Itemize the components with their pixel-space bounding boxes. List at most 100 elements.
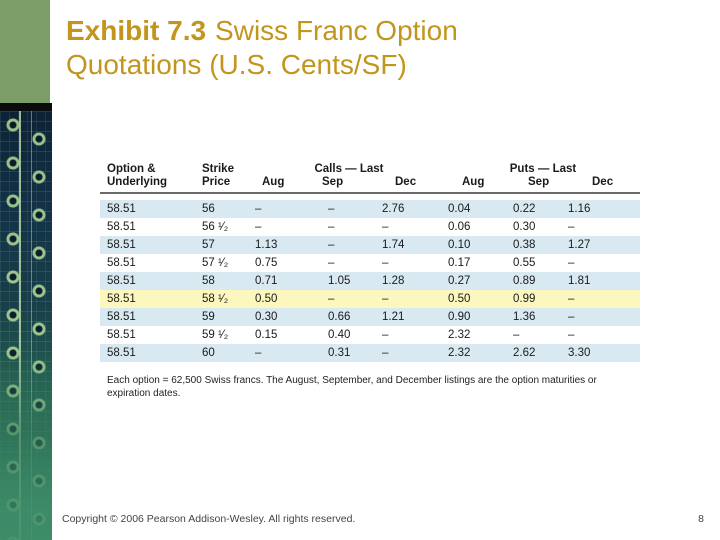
cell-put-aug: 0.10 (448, 239, 471, 251)
header-option-underlying-line1: Option & (107, 163, 156, 175)
cell-put-sep: – (513, 329, 520, 341)
table-row-highlighted: 58.51 58 ¹⁄₂ 0.50 – – 0.50 0.99 – (100, 290, 640, 308)
table-row: 58.51 56 – – 2.76 0.04 0.22 1.16 (100, 200, 640, 218)
table-header: Option & Strike Calls — Last Puts — Last… (100, 163, 640, 194)
cell-strike: 59 ¹⁄₂ (202, 329, 229, 341)
cell-call-dec: – (382, 293, 389, 305)
cell-put-dec: 1.27 (568, 239, 591, 251)
header-calls-dec: Dec (395, 176, 417, 188)
copyright-notice: Copyright © 2006 Pearson Addison-Wesley.… (62, 513, 356, 525)
cell-put-dec: – (568, 311, 575, 323)
cell-call-aug: 0.30 (255, 311, 278, 323)
cell-call-sep: – (328, 293, 335, 305)
cell-call-aug: – (255, 347, 262, 359)
cell-strike: 57 ¹⁄₂ (202, 257, 229, 269)
header-strike-line2: Price (202, 176, 231, 188)
cell-put-sep: 0.22 (513, 203, 536, 215)
cell-put-aug: 0.50 (448, 293, 471, 305)
cell-call-sep: 0.66 (328, 311, 351, 323)
cell-call-dec: – (382, 221, 389, 233)
cell-put-sep: 0.99 (513, 293, 536, 305)
cell-put-sep: 0.55 (513, 257, 536, 269)
cell-call-aug: 0.15 (255, 329, 278, 341)
cell-put-dec: – (568, 293, 575, 305)
header-strike-line1: Strike (202, 163, 234, 175)
cell-put-dec: – (568, 329, 575, 341)
cell-strike: 58 (202, 275, 215, 287)
cell-call-aug: – (255, 221, 262, 233)
table-row: 58.51 60 – 0.31 – 2.32 2.62 3.30 (100, 344, 640, 362)
cell-strike: 56 (202, 203, 215, 215)
cell-call-sep: – (328, 203, 335, 215)
cell-call-dec: 1.21 (382, 311, 405, 323)
cell-put-sep: 1.36 (513, 311, 536, 323)
cell-strike: 58 ¹⁄₂ (202, 293, 229, 305)
table-header-row-1: Option & Strike Calls — Last Puts — Last (100, 163, 640, 176)
cell-strike: 57 (202, 239, 215, 251)
table-row: 58.51 57 ¹⁄₂ 0.75 – – 0.17 0.55 – (100, 254, 640, 272)
slide-title-text: Swiss Franc Option Quotations (U.S. Cent… (66, 15, 458, 80)
cell-call-dec: – (382, 329, 389, 341)
cell-strike: 59 (202, 311, 215, 323)
header-puts-sep: Sep (528, 176, 550, 188)
cell-underlying: 58.51 (107, 221, 136, 233)
cell-call-dec: 1.74 (382, 239, 405, 251)
cell-put-aug: 0.06 (448, 221, 471, 233)
cell-put-dec: 1.81 (568, 275, 591, 287)
cell-put-dec: 1.16 (568, 203, 591, 215)
page-number: 8 (698, 513, 704, 525)
cell-put-sep: 0.30 (513, 221, 536, 233)
cell-call-aug: 1.13 (255, 239, 278, 251)
cell-call-sep: 0.40 (328, 329, 351, 341)
cell-underlying: 58.51 (107, 275, 136, 287)
cell-underlying: 58.51 (107, 239, 136, 251)
cell-put-sep: 0.38 (513, 239, 536, 251)
table-row: 58.51 59 ¹⁄₂ 0.15 0.40 – 2.32 – – (100, 326, 640, 344)
slide-title-exhibit-number: Exhibit 7.3 (66, 15, 207, 46)
cell-call-aug: 0.50 (255, 293, 278, 305)
cell-call-sep: – (328, 221, 335, 233)
cell-put-aug: 2.32 (448, 347, 471, 359)
cell-underlying: 58.51 (107, 203, 136, 215)
cell-put-aug: 0.90 (448, 311, 471, 323)
cell-call-sep: – (328, 257, 335, 269)
cell-call-sep: 0.31 (328, 347, 351, 359)
table-row: 58.51 58 0.71 1.05 1.28 0.27 0.89 1.81 (100, 272, 640, 290)
black-divider-bar (0, 103, 52, 111)
cell-call-dec: 2.76 (382, 203, 405, 215)
table-row: 58.51 59 0.30 0.66 1.21 0.90 1.36 – (100, 308, 640, 326)
header-calls-aug: Aug (262, 176, 285, 188)
cell-call-dec: – (382, 257, 389, 269)
cell-call-dec: – (382, 347, 389, 359)
option-quotations-table: Option & Strike Calls — Last Puts — Last… (100, 163, 640, 400)
header-puts-dec: Dec (592, 176, 614, 188)
green-accent-block (0, 0, 50, 103)
cell-put-dec: – (568, 257, 575, 269)
header-calls-group: Calls — Last (314, 163, 384, 175)
header-option-underlying-line2: Underlying (107, 176, 168, 188)
cell-strike: 60 (202, 347, 215, 359)
cell-call-aug: 0.71 (255, 275, 278, 287)
cell-underlying: 58.51 (107, 347, 136, 359)
cell-underlying: 58.51 (107, 257, 136, 269)
table-row: 58.51 56 ¹⁄₂ – – – 0.06 0.30 – (100, 218, 640, 236)
cell-put-aug: 0.27 (448, 275, 471, 287)
cell-put-dec: – (568, 221, 575, 233)
cell-put-aug: 0.04 (448, 203, 471, 215)
table-body: 58.51 56 – – 2.76 0.04 0.22 1.16 58.51 5… (100, 200, 640, 362)
slide-title: Exhibit 7.3 Swiss Franc Option Quotations… (66, 14, 586, 82)
cell-put-dec: 3.30 (568, 347, 591, 359)
table-row: 58.51 57 1.13 – 1.74 0.10 0.38 1.27 (100, 236, 640, 254)
table-footnote: Each option = 62,500 Swiss francs. The A… (107, 375, 597, 399)
cell-call-aug: – (255, 203, 262, 215)
cell-put-sep: 0.89 (513, 275, 536, 287)
header-puts-group: Puts — Last (509, 163, 577, 175)
decorative-sidebar (0, 0, 52, 540)
cell-call-sep: – (328, 239, 335, 251)
cell-put-aug: 0.17 (448, 257, 471, 269)
cell-underlying: 58.51 (107, 329, 136, 341)
circuit-board-image (0, 111, 52, 540)
cell-call-aug: 0.75 (255, 257, 278, 269)
cell-put-aug: 2.32 (448, 329, 471, 341)
cell-call-sep: 1.05 (328, 275, 351, 287)
